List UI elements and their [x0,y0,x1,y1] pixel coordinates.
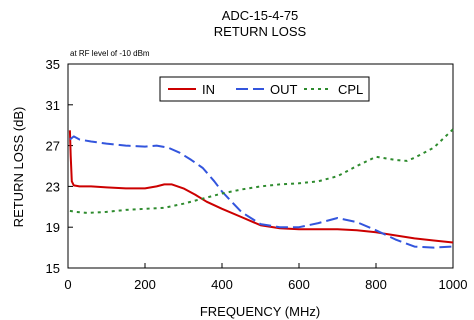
x-tick-label: 600 [288,277,310,292]
y-tick-label: 23 [46,179,60,194]
x-axis-label: FREQUENCY (MHz) [200,304,320,319]
x-tick-label: 200 [134,277,156,292]
y-tick-label: 31 [46,98,60,113]
chart-title: ADC-15-4-75 [222,8,299,23]
legend: IN OUT CPL [159,76,370,102]
series-line-out [69,135,454,249]
legend-label-cpl: CPL [338,82,363,97]
y-tick-label: 35 [46,57,60,72]
x-tick-label: 400 [211,277,233,292]
y-tick-label: 19 [46,220,60,235]
legend-label-in: IN [202,82,215,97]
series-lines [68,128,454,249]
y-tick-label: 15 [46,261,60,276]
x-tick-label: 1000 [439,277,468,292]
x-tick-label: 0 [64,277,71,292]
chart-subtitle: RETURN LOSS [214,24,307,39]
series-line-cpl [69,128,454,214]
y-axis-label: RETURN LOSS (dB) [11,107,26,228]
plot-frame [67,63,454,269]
y-tick-label: 27 [46,139,60,154]
x-tick-label: 800 [365,277,387,292]
rf-level-annotation: at RF level of -10 dBm [70,49,150,58]
series-line-in [68,130,454,244]
legend-label-out: OUT [270,82,298,97]
axes: 0 200 400 600 800 1000 15 19 23 27 31 35 [46,57,468,292]
